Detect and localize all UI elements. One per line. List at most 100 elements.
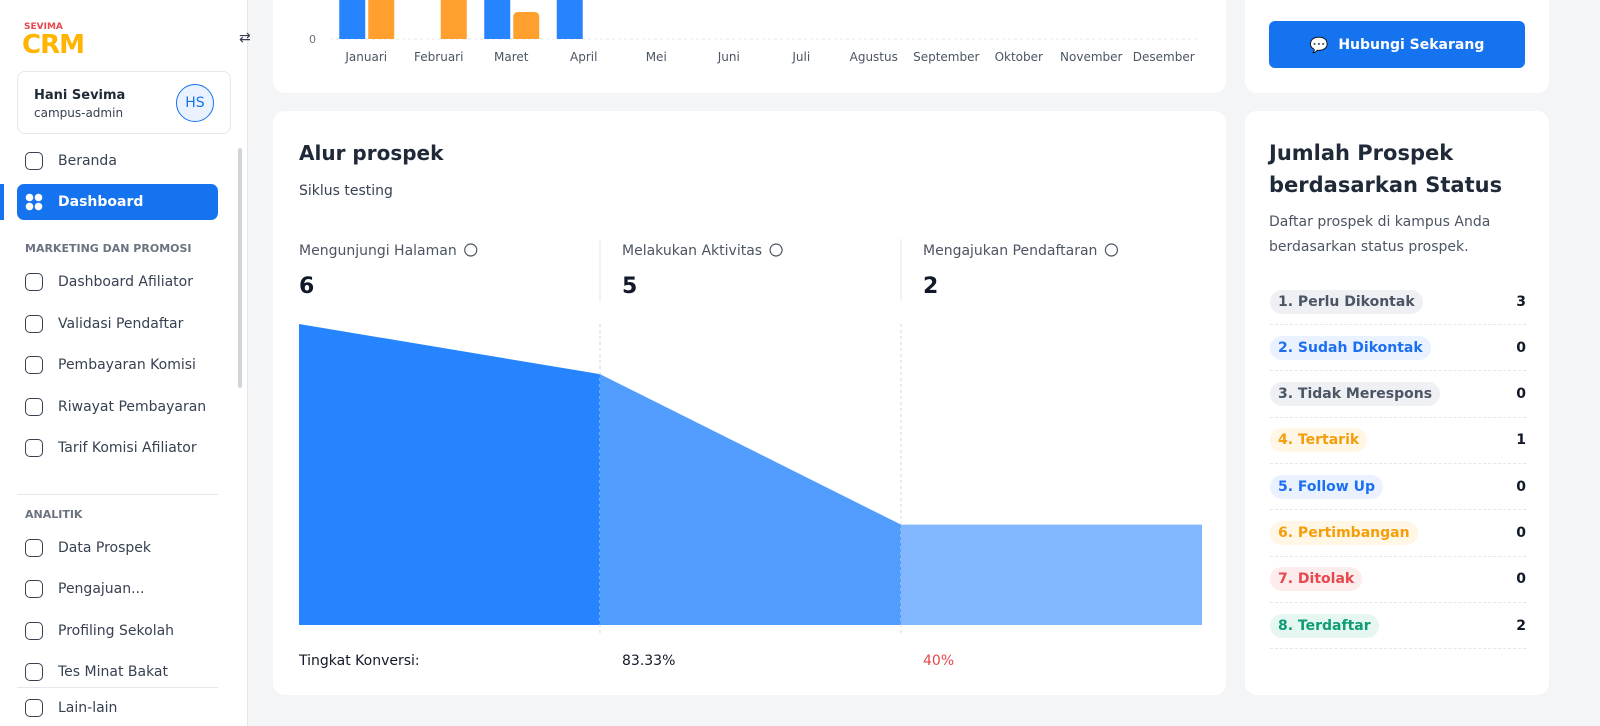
bar — [339, 0, 366, 39]
status-pill: 7. Ditolak — [1270, 567, 1363, 592]
divider — [17, 493, 218, 495]
user-name: Hani Sevima — [34, 88, 126, 103]
status-row: 4. Tertarik 1 — [1270, 418, 1526, 464]
nav-item[interactable]: Data Prospek — [17, 530, 218, 566]
nav-item[interactable]: Tes Minat Bakat — [17, 654, 218, 690]
funnel-card: Alur prospek Siklus testing Mengunjungi Ha… — [273, 111, 1226, 695]
status-pill: 5. Follow Up — [1270, 474, 1383, 499]
status-pill: 4. Tertarik — [1270, 428, 1368, 453]
status-pill: 3. Tidak Merespons — [1270, 382, 1441, 407]
step-label: Mengajukan Pendaftaran — [923, 243, 1097, 259]
nav-icon — [25, 699, 43, 717]
status-count: 2 — [1516, 617, 1526, 634]
user-role: campus-admin — [34, 106, 124, 120]
x-tick-label: Januari — [344, 50, 387, 64]
section-title: ANALITIK — [25, 507, 83, 521]
nav-icon — [25, 356, 43, 374]
status-count: 1 — [1516, 432, 1526, 449]
nav-more[interactable]: Lain-lain — [17, 690, 218, 726]
status-row: 7. Ditolak 0 — [1270, 557, 1526, 603]
nav-label: Data Prospek — [58, 539, 151, 556]
status-row: 6. Pertimbangan 0 — [1270, 511, 1526, 557]
step-value: 5 — [622, 274, 637, 299]
step-value: 6 — [299, 274, 314, 299]
info-icon[interactable] — [464, 243, 478, 257]
divider — [17, 687, 218, 688]
status-row: 3. Tidak Merespons 0 — [1270, 372, 1526, 418]
status-pill: 2. Sudah Dikontak — [1270, 335, 1431, 360]
nav-item[interactable]: Dashboard Afiliator — [17, 264, 218, 300]
nav-item[interactable]: Beranda — [17, 143, 218, 179]
nav-label: Pembayaran Komisi — [58, 357, 196, 373]
bar — [440, 0, 467, 39]
x-tick-label: Oktober — [995, 50, 1043, 64]
nav-item[interactable]: Tarif Komisi Afiliator — [17, 430, 218, 466]
monthly-chart-card: 0 Januari Februari Maret April Mei Juni Juli Agu… — [273, 0, 1226, 93]
nav-label: Dashboard Afiliator — [58, 274, 193, 290]
nav-icon — [25, 314, 43, 333]
status-pill: 1. Perlu Dikontak — [1270, 289, 1423, 314]
contact-button[interactable]: 💬 Hubungi Sekarang — [1269, 21, 1525, 68]
collapse-toggle[interactable]: ⇄ — [239, 30, 251, 46]
status-count: 0 — [1516, 525, 1526, 541]
x-tick-label: September — [913, 50, 979, 64]
y-tick-label: 0 — [309, 33, 316, 46]
nav-icon — [25, 273, 43, 291]
bar — [556, 0, 583, 39]
x-tick-label: Juli — [791, 50, 810, 64]
nav-label: Riwayat Pembayaran — [58, 398, 207, 415]
funnel-segment — [600, 374, 901, 625]
nav-item[interactable]: Pengajuan... — [17, 571, 218, 607]
status-pill: 6. Pertimbangan — [1270, 521, 1418, 545]
funnel-segment — [901, 524, 1202, 625]
status-description: Daftar prospek di kampus Anda berdasarka… — [1269, 214, 1491, 255]
conversion-value: 40% — [923, 653, 954, 669]
nav-label: Lain-lain — [58, 700, 118, 716]
logo: CRM — [22, 30, 85, 60]
funnel-subtitle: Siklus testing — [299, 183, 393, 199]
nav-icon — [25, 580, 43, 598]
funnel-segment — [299, 324, 600, 625]
nav-item[interactable]: Pembayaran Komisi — [17, 347, 218, 383]
x-tick-label: Agustus — [850, 50, 898, 64]
user-card[interactable]: Hani Sevima campus-admin HS — [17, 71, 231, 134]
x-tick-label: Maret — [494, 50, 529, 64]
nav-icon — [25, 193, 43, 211]
status-count: 0 — [1516, 478, 1526, 495]
funnel-chart: Alur prospek Siklus testing Mengunjungi Ha… — [298, 141, 1202, 669]
avatar: HS — [176, 84, 214, 122]
nav-item-active[interactable]: Dashboard — [17, 184, 218, 220]
nav-label: Tes Minat Bakat — [58, 664, 169, 680]
nav-icon — [25, 439, 43, 457]
nav-icon — [25, 397, 43, 416]
info-icon[interactable] — [1104, 243, 1119, 257]
x-tick-label: Desember — [1133, 50, 1195, 64]
scrollbar — [238, 148, 242, 388]
status-count: 0 — [1516, 339, 1526, 356]
nav-icon — [25, 538, 43, 557]
funnel-title: Alur prospek — [299, 141, 444, 165]
conversion-value: 83.33% — [622, 653, 675, 669]
conversion-label: Tingkat Konversi: — [298, 653, 420, 669]
bar-chart: 0 Januari Februari Maret April Mei Juni Juli Agu… — [309, 0, 1200, 64]
nav-item[interactable]: Validasi Pendaftar — [17, 306, 218, 342]
sidebar: SEVIMA CRM ⇄ Hani Sevima campus-admin HS… — [0, 0, 251, 726]
nav-label: Beranda — [58, 153, 117, 169]
logo-top: SEVIMA — [24, 22, 63, 32]
status-pill: 8. Terdaftar — [1270, 613, 1379, 638]
x-tick-label: November — [1060, 50, 1122, 64]
nav-label: Tarif Komisi Afiliator — [58, 440, 197, 456]
info-icon[interactable] — [769, 243, 783, 257]
step-value: 2 — [923, 274, 938, 299]
x-tick-label: April — [570, 50, 597, 64]
nav-item[interactable]: Riwayat Pembayaran — [17, 389, 218, 425]
status-count: 3 — [1516, 293, 1526, 310]
button-label: Hubungi Sekarang — [1338, 36, 1485, 53]
x-tick-label: Februari — [414, 50, 463, 64]
nav-icon — [25, 663, 43, 681]
bar — [484, 0, 511, 39]
nav-item[interactable]: Profiling Sekolah — [17, 613, 218, 649]
step-label: Mengunjungi Halaman — [299, 243, 457, 259]
